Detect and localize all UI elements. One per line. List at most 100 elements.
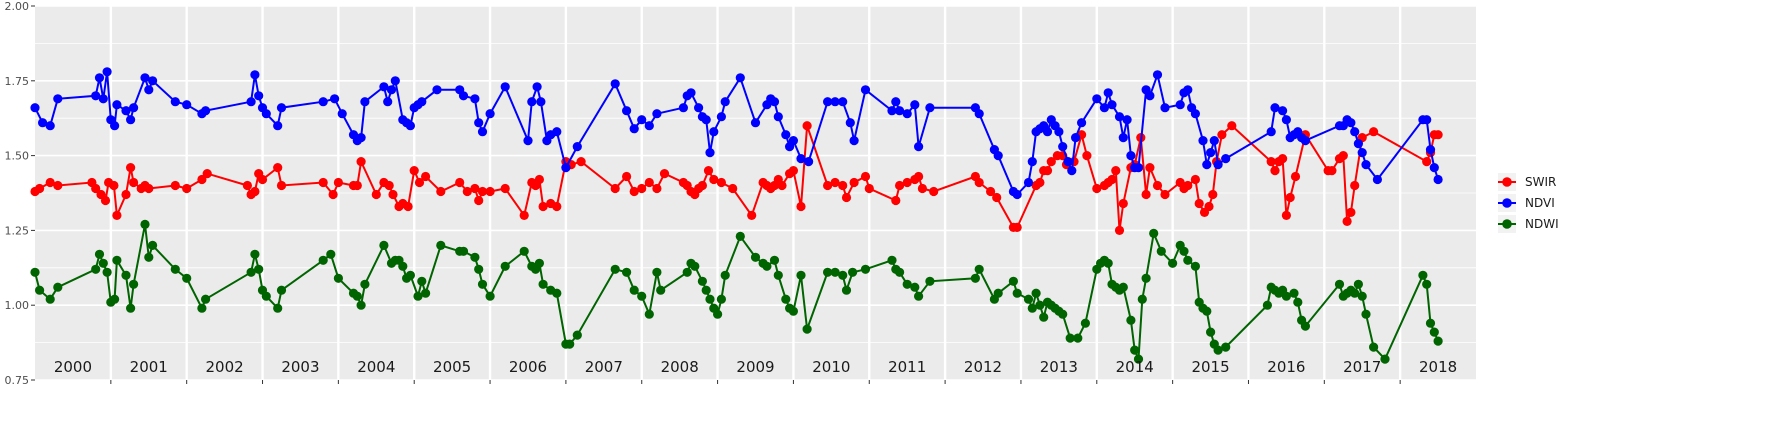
data-point-ndwi bbox=[735, 231, 745, 241]
data-point-ndwi bbox=[144, 252, 154, 262]
data-point-ndwi bbox=[1126, 315, 1136, 325]
data-point-swir bbox=[917, 183, 928, 194]
data-point-swir bbox=[1346, 207, 1356, 217]
data-point-swir bbox=[384, 180, 394, 191]
data-point-ndvi bbox=[652, 109, 662, 119]
data-point-ndwi bbox=[140, 219, 150, 229]
data-point-swir bbox=[1290, 171, 1301, 182]
data-point-swir bbox=[1217, 130, 1227, 140]
data-point-ndwi bbox=[974, 264, 984, 274]
data-point-swir bbox=[1183, 180, 1193, 191]
data-point-swir bbox=[1107, 174, 1117, 185]
data-point-ndwi bbox=[830, 267, 840, 277]
data-point-swir bbox=[841, 192, 852, 203]
data-point-ndwi bbox=[1035, 300, 1045, 310]
data-point-ndwi bbox=[1031, 288, 1041, 298]
data-point-ndwi bbox=[1334, 279, 1345, 289]
data-point-swir bbox=[1160, 189, 1170, 200]
year-label: 2013 bbox=[1040, 358, 1078, 376]
data-point-ndvi bbox=[910, 100, 920, 110]
data-point-ndvi bbox=[860, 85, 871, 95]
data-point-ndwi bbox=[1012, 288, 1022, 298]
data-point-ndvi bbox=[246, 97, 256, 107]
data-point-ndvi bbox=[637, 115, 647, 125]
legend-label: SWIR bbox=[1525, 175, 1556, 189]
data-point-swir bbox=[250, 186, 260, 197]
data-point-ndvi bbox=[1278, 106, 1288, 116]
legend-item-ndvi: NDVI bbox=[1498, 194, 1555, 212]
data-point-ndwi bbox=[1369, 342, 1379, 352]
data-point-swir bbox=[538, 201, 548, 212]
data-point-ndwi bbox=[254, 264, 264, 274]
data-point-ndwi bbox=[637, 291, 647, 301]
data-point-swir bbox=[121, 189, 131, 200]
data-point-swir bbox=[45, 177, 55, 188]
legend-key-point bbox=[1502, 198, 1512, 208]
data-point-swir bbox=[1111, 166, 1121, 176]
data-point-ndwi bbox=[519, 246, 529, 256]
data-point-swir bbox=[659, 169, 670, 179]
data-point-ndvi bbox=[1103, 88, 1113, 98]
data-point-swir bbox=[1338, 151, 1348, 161]
data-point-ndvi bbox=[773, 112, 783, 122]
data-point-ndvi bbox=[1266, 127, 1276, 137]
data-point-ndvi bbox=[1433, 174, 1443, 185]
data-point-ndvi bbox=[318, 97, 328, 107]
data-point-ndvi bbox=[1213, 160, 1223, 170]
data-point-ndvi bbox=[1023, 177, 1034, 188]
data-point-ndwi bbox=[1213, 345, 1223, 355]
y-tick-label: 2.00 bbox=[5, 0, 30, 13]
data-point-swir bbox=[276, 180, 287, 191]
data-point-ndwi bbox=[500, 261, 510, 271]
data-point-swir bbox=[709, 174, 719, 185]
data-point-ndvi bbox=[678, 103, 689, 113]
data-point-swir bbox=[622, 171, 632, 182]
data-point-ndvi bbox=[830, 97, 840, 107]
data-point-ndwi bbox=[796, 270, 806, 280]
data-point-swir bbox=[747, 210, 757, 220]
data-point-ndwi bbox=[1149, 228, 1159, 238]
legend-key-point bbox=[1502, 219, 1512, 229]
data-point-ndwi bbox=[94, 249, 105, 259]
data-point-ndvi bbox=[432, 85, 442, 95]
data-point-swir bbox=[197, 174, 207, 185]
data-point-ndvi bbox=[379, 82, 389, 92]
data-point-ndwi bbox=[458, 246, 469, 256]
data-point-ndwi bbox=[788, 306, 799, 316]
data-point-ndvi bbox=[170, 97, 180, 107]
data-point-ndvi bbox=[925, 103, 935, 113]
data-point-ndwi bbox=[102, 267, 112, 277]
data-point-ndwi bbox=[610, 264, 620, 274]
data-point-ndvi bbox=[500, 82, 510, 92]
data-point-swir bbox=[788, 166, 799, 176]
data-point-ndvi bbox=[1077, 118, 1087, 128]
data-point-ndwi bbox=[474, 264, 484, 274]
year-label: 2001 bbox=[130, 358, 168, 376]
data-point-ndwi bbox=[538, 279, 548, 289]
data-point-swir bbox=[895, 180, 905, 191]
data-point-ndwi bbox=[1039, 312, 1049, 322]
data-point-ndwi bbox=[261, 291, 271, 301]
data-point-ndvi bbox=[1190, 109, 1200, 119]
data-point-ndwi bbox=[781, 294, 791, 304]
data-point-ndvi bbox=[838, 97, 848, 107]
data-point-ndvi bbox=[796, 154, 806, 164]
year-label: 2012 bbox=[964, 358, 1002, 376]
data-point-swir bbox=[796, 201, 806, 212]
data-point-ndvi bbox=[1300, 136, 1310, 146]
data-point-swir bbox=[1194, 198, 1204, 209]
data-point-ndvi bbox=[53, 94, 63, 104]
data-point-ndvi bbox=[1092, 94, 1102, 104]
data-point-ndwi bbox=[1350, 288, 1360, 298]
data-point-swir bbox=[1422, 157, 1432, 167]
data-point-ndvi bbox=[720, 97, 730, 107]
data-point-ndvi bbox=[126, 115, 136, 125]
data-point-swir bbox=[974, 177, 984, 188]
data-point-ndwi bbox=[417, 276, 427, 286]
data-point-swir bbox=[470, 183, 480, 194]
data-point-ndwi bbox=[398, 261, 408, 271]
data-point-ndwi bbox=[713, 309, 723, 319]
data-point-swir bbox=[652, 183, 662, 194]
data-point-ndvi bbox=[102, 67, 112, 77]
year-label: 2007 bbox=[585, 358, 623, 376]
